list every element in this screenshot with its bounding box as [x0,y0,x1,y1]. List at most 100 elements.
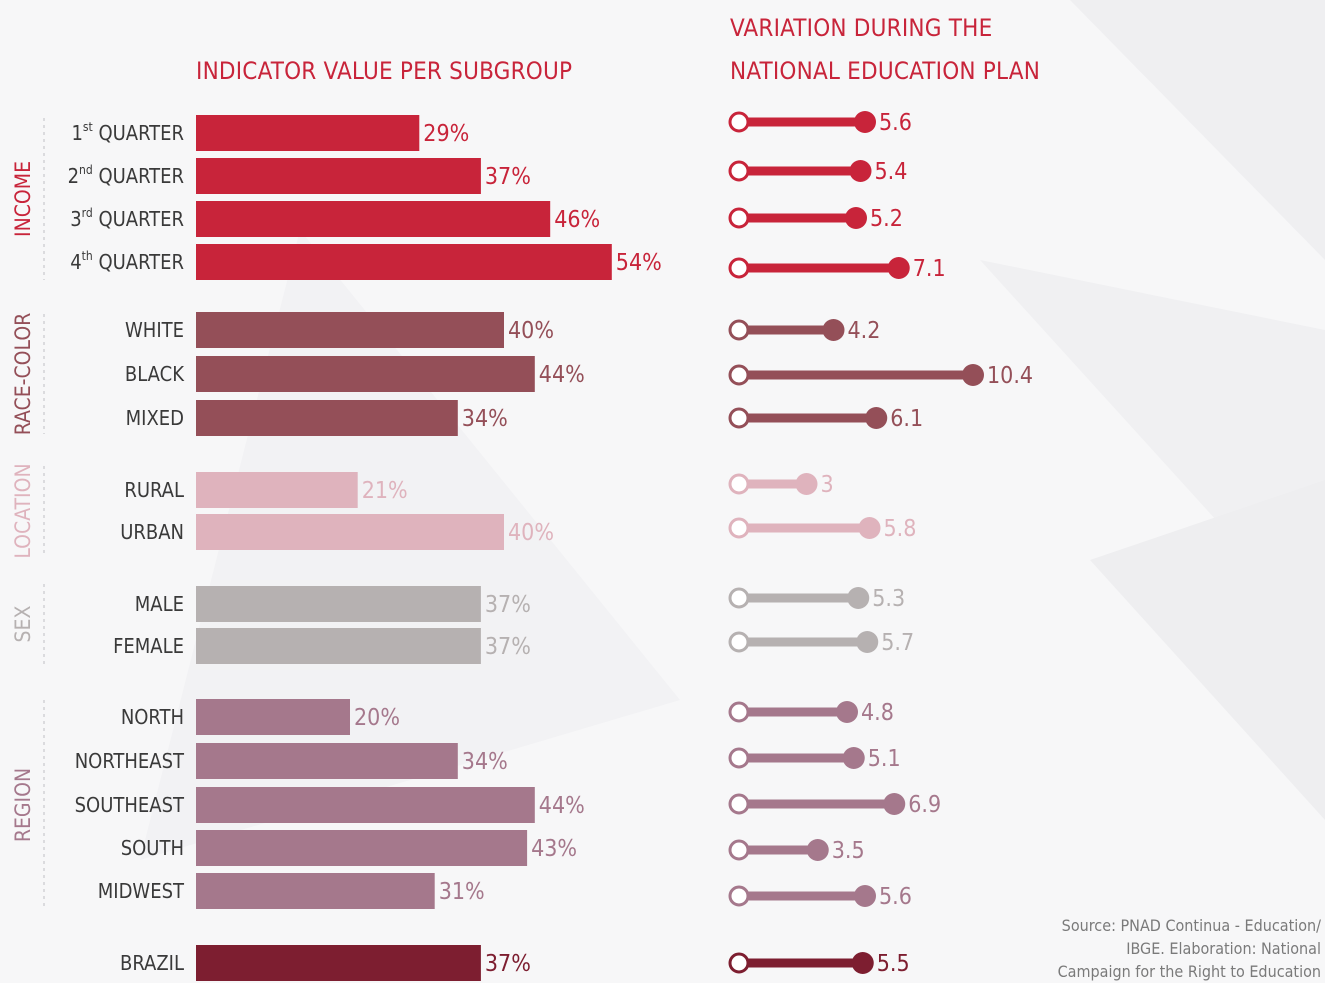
dumbbell-end-point-white [822,319,845,341]
bar-value-label-southeast: 44% [539,793,585,819]
dumbbell-value-label-southeast: 6.9 [908,792,941,818]
dumbbell-start-point-north [728,701,750,723]
bar-value-label-2-quarter: 37% [485,164,531,190]
dumbbell-end-point-north [836,701,858,723]
bar-urban [196,514,504,550]
dumbbell-start-point-urban [728,517,750,539]
category-label-1-quarter: 1st QUARTER [71,120,184,145]
dumbbell-end-point-northeast [842,747,865,769]
dumbbell-end-point-brazil [851,952,874,974]
group-label-income: INCOME [11,161,35,237]
dumbbell-value-label-brazil: 5.5 [877,951,910,977]
dumbbell-start-point-3-quarter [728,207,750,229]
dumbbell-start-point-female [728,631,750,653]
dumbbell-value-label-3-quarter: 5.2 [870,206,903,232]
dumbbell-end-point-black [962,364,984,386]
category-label-4-quarter: 4th QUARTER [70,249,184,274]
category-label-northeast: NORTHEAST [75,749,185,773]
dumbbell-end-point-male [847,587,870,609]
bar-south [196,830,528,866]
dumbbell-end-point-2-quarter [849,160,872,182]
dumbbell-start-point-white [728,319,750,341]
bar-black [196,356,535,392]
dumbbell-end-point-3-quarter [845,207,867,229]
dumbbell-value-label-south: 3.5 [832,838,865,864]
category-label-male: MALE [135,592,184,616]
source-line-2: IBGE. Elaboration: National [1126,939,1321,958]
bar-rural [196,472,358,508]
category-label-north: NORTH [121,705,184,729]
dumbbell-end-point-mixed [865,407,888,429]
category-label-mixed: MIXED [126,406,184,430]
dumbbell-start-point-male [728,587,750,609]
dumbbell-value-label-urban: 5.8 [884,516,917,542]
source-note: Source: PNAD Continua - Education/ IBGE.… [1021,914,1321,983]
bar-value-label-3-quarter: 46% [554,207,600,233]
bar-southeast [196,787,535,823]
bar-4-quarter [196,244,612,280]
dumbbell-start-point-mixed [728,407,750,429]
dumbbell-value-label-northeast: 5.1 [868,746,901,772]
dumbbell-start-point-brazil [728,952,750,974]
dumbbell-value-label-4-quarter: 7.1 [913,256,946,282]
bar-white [196,312,504,348]
dumbbell-end-point-1-quarter [854,111,876,133]
dumbbell-end-point-female [856,631,879,653]
bar-male [196,586,481,622]
category-label-2-quarter: 2nd QUARTER [68,163,184,188]
bar-midwest [196,873,435,909]
bar-value-label-midwest: 31% [439,879,485,905]
bar-value-label-1-quarter: 29% [423,121,469,147]
bar-2-quarter [196,158,481,194]
dumbbell-end-point-southeast [883,793,906,815]
bar-value-label-male: 37% [485,592,531,618]
dumbbell-value-label-rural: 3 [821,472,834,498]
category-label-white: WHITE [125,318,184,342]
dumbbell-chart-title-line-1: VARIATION DURING THE [730,14,993,42]
dumbbell-start-point-midwest [728,885,750,907]
bar-brazil [196,945,481,981]
bar-value-label-female: 37% [485,634,531,660]
bar-value-label-north: 20% [354,705,400,731]
bar-mixed [196,400,458,436]
source-line-3: Campaign for the Right to Education [1057,962,1321,981]
bar-value-label-mixed: 34% [462,406,508,432]
dumbbell-end-point-urban [858,517,881,539]
category-label-3-quarter: 3rd QUARTER [70,206,184,231]
dumbbell-value-label-mixed: 6.1 [890,406,923,432]
bar-3-quarter [196,201,551,237]
category-label-brazil: BRAZIL [120,951,184,975]
dumbbell-value-label-north: 4.8 [861,700,894,726]
dumbbell-end-point-rural [795,473,818,495]
group-label-sex: SEX [11,606,35,643]
dumbbell-start-point-4-quarter [728,257,750,279]
dumbbell-end-point-south [806,839,829,861]
bar-value-label-brazil: 37% [485,951,531,977]
bar-1-quarter [196,115,420,151]
category-label-black: BLACK [125,362,185,386]
dumbbell-value-label-male: 5.3 [872,586,905,612]
bar-value-label-rural: 21% [362,478,408,504]
group-label-region: REGION [11,768,35,842]
dumbbell-chart-title-line-2: NATIONAL EDUCATION PLAN [730,57,1041,85]
dumbbell-value-label-female: 5.7 [881,630,914,656]
dumbbell-value-label-black: 10.4 [987,363,1033,389]
bar-value-label-south: 43% [531,836,577,862]
group-label-location: LOCATION [11,463,35,558]
dumbbell-value-label-midwest: 5.6 [879,884,912,910]
dumbbell-start-point-south [728,839,750,861]
dumbbell-start-point-2-quarter [728,160,750,182]
bar-value-label-4-quarter: 54% [616,250,662,276]
dumbbell-start-point-northeast [728,747,750,769]
bar-value-label-urban: 40% [508,520,554,546]
bar-female [196,628,481,664]
bar-northeast [196,743,458,779]
dumbbell-value-label-white: 4.2 [848,318,881,344]
dumbbell-end-point-midwest [854,885,876,907]
dumbbell-end-point-4-quarter [887,257,910,279]
dumbbell-value-label-1-quarter: 5.6 [879,110,912,136]
group-label-race-color: RACE-COLOR [11,313,35,436]
source-line-1: Source: PNAD Continua - Education/ [1061,916,1321,935]
bar-chart-title: INDICATOR VALUE PER SUBGROUP [196,57,573,85]
